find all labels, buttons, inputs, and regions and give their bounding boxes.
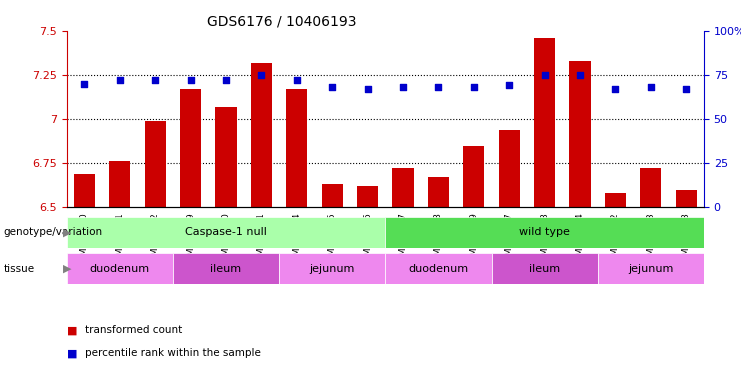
Point bbox=[114, 77, 126, 83]
Point bbox=[149, 77, 161, 83]
FancyBboxPatch shape bbox=[67, 253, 173, 284]
Bar bbox=[463, 146, 485, 207]
Bar bbox=[499, 130, 520, 207]
FancyBboxPatch shape bbox=[67, 217, 385, 248]
Text: genotype/variation: genotype/variation bbox=[4, 227, 103, 237]
Point bbox=[291, 77, 303, 83]
Point bbox=[79, 81, 90, 87]
Point bbox=[433, 84, 445, 90]
Bar bbox=[534, 38, 555, 207]
FancyBboxPatch shape bbox=[385, 253, 491, 284]
Point bbox=[539, 72, 551, 78]
Text: ■: ■ bbox=[67, 348, 77, 358]
Text: duodenum: duodenum bbox=[90, 264, 150, 274]
Text: jejunum: jejunum bbox=[310, 264, 355, 274]
Bar bbox=[569, 61, 591, 207]
Point bbox=[326, 84, 338, 90]
Text: ▶: ▶ bbox=[63, 227, 71, 237]
Point bbox=[574, 72, 586, 78]
Bar bbox=[640, 169, 662, 207]
Bar bbox=[428, 177, 449, 207]
Point bbox=[645, 84, 657, 90]
Text: wild type: wild type bbox=[519, 227, 570, 237]
Text: Caspase-1 null: Caspase-1 null bbox=[185, 227, 267, 237]
Text: tissue: tissue bbox=[4, 264, 35, 274]
Bar bbox=[605, 193, 626, 207]
Text: jejunum: jejunum bbox=[628, 264, 674, 274]
Text: GDS6176 / 10406193: GDS6176 / 10406193 bbox=[207, 14, 356, 28]
Point bbox=[256, 72, 268, 78]
Bar bbox=[676, 190, 697, 207]
Bar bbox=[322, 184, 343, 207]
Text: ileum: ileum bbox=[529, 264, 560, 274]
Point bbox=[503, 83, 515, 89]
FancyBboxPatch shape bbox=[279, 253, 385, 284]
Text: ileum: ileum bbox=[210, 264, 242, 274]
Bar bbox=[74, 174, 95, 207]
Text: ■: ■ bbox=[67, 325, 77, 335]
Point bbox=[610, 86, 622, 92]
FancyBboxPatch shape bbox=[385, 217, 704, 248]
Text: transformed count: transformed count bbox=[85, 325, 182, 335]
Point bbox=[185, 77, 196, 83]
Point bbox=[397, 84, 409, 90]
Point bbox=[220, 77, 232, 83]
Bar bbox=[250, 63, 272, 207]
Point bbox=[362, 86, 373, 92]
Text: duodenum: duodenum bbox=[408, 264, 468, 274]
Bar bbox=[144, 121, 166, 207]
Bar bbox=[216, 107, 236, 207]
Bar bbox=[357, 186, 378, 207]
Text: ▶: ▶ bbox=[63, 264, 71, 274]
Bar bbox=[109, 161, 130, 207]
Text: percentile rank within the sample: percentile rank within the sample bbox=[85, 348, 261, 358]
Bar bbox=[286, 89, 308, 207]
FancyBboxPatch shape bbox=[491, 253, 598, 284]
FancyBboxPatch shape bbox=[598, 253, 704, 284]
Point bbox=[680, 86, 692, 92]
Point bbox=[468, 84, 479, 90]
Bar bbox=[393, 169, 413, 207]
FancyBboxPatch shape bbox=[173, 253, 279, 284]
Bar bbox=[180, 89, 202, 207]
